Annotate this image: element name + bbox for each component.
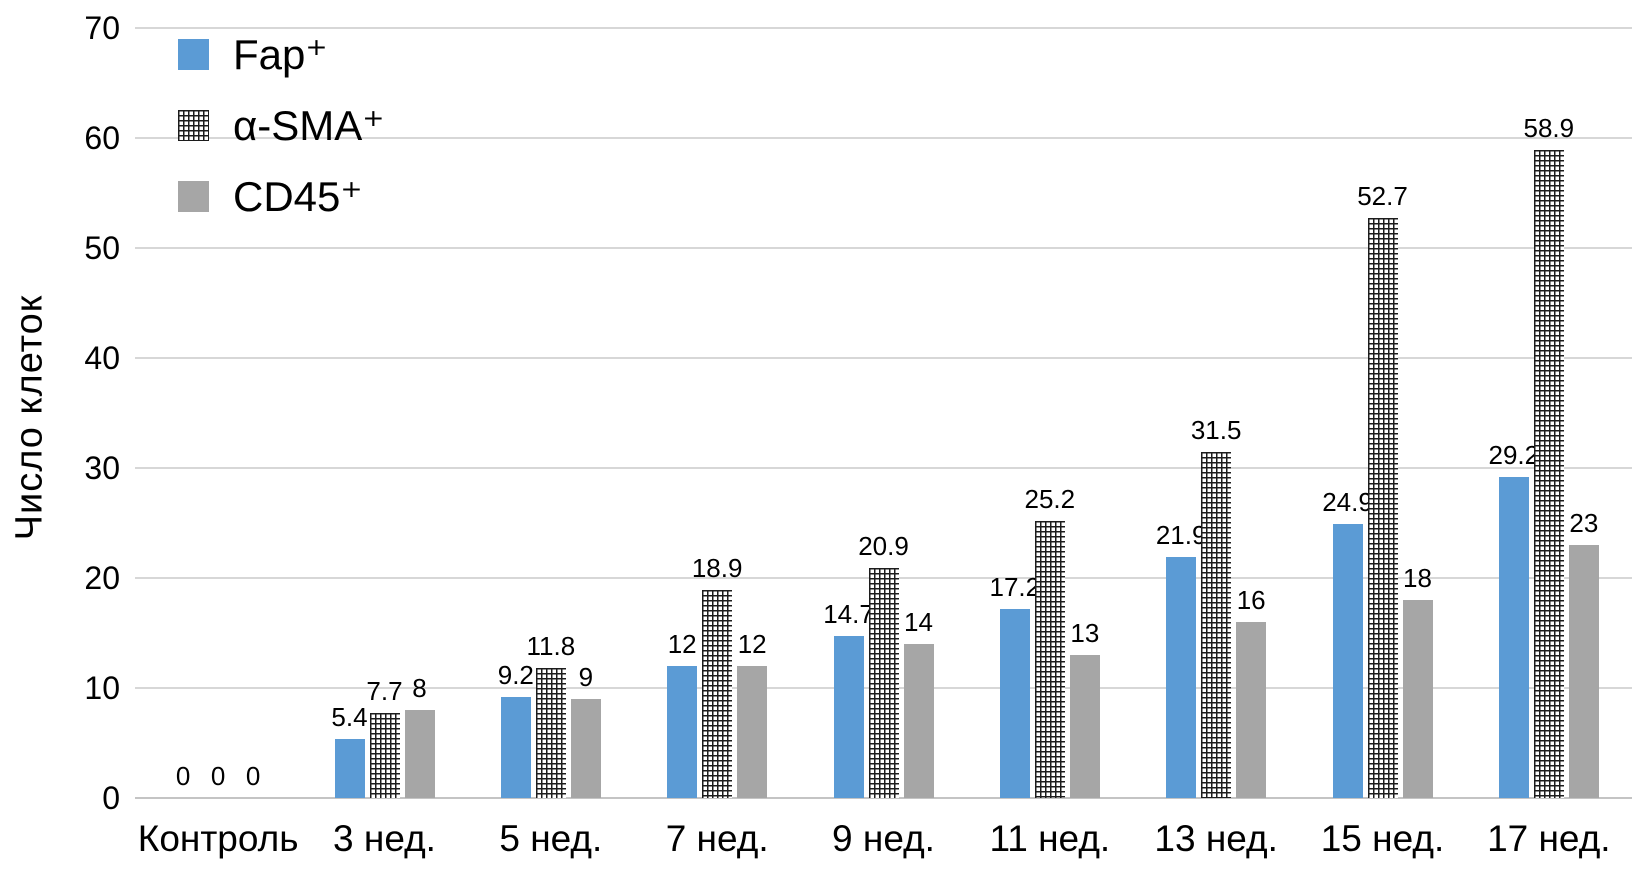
bar xyxy=(369,713,400,798)
bar-value-label: 0 xyxy=(245,761,261,791)
bar xyxy=(1402,600,1433,798)
bar-value-label: 7.7 xyxy=(366,676,403,707)
bar xyxy=(334,738,365,798)
legend-swatch-cd45-icon xyxy=(178,180,209,212)
gridline xyxy=(135,27,1632,29)
bar-value-label: 52.7 xyxy=(1357,181,1408,212)
bar xyxy=(1533,150,1564,798)
bar xyxy=(1236,622,1267,798)
bar-value-label: 14 xyxy=(904,607,933,637)
bar-value-label: 21.9 xyxy=(1155,520,1207,551)
bar-value-label: 18 xyxy=(1403,563,1432,593)
legend-label-fap: Fap⁺ xyxy=(233,30,328,78)
bar-value-label: 25.2 xyxy=(1024,483,1076,514)
x-category-label: 13 нед. xyxy=(1154,818,1278,859)
y-tick-label: 50 xyxy=(84,230,120,266)
bar xyxy=(667,666,698,798)
legend-item-asma: α-SMA⁺ xyxy=(178,102,384,149)
x-category-label: 9 нед. xyxy=(832,818,935,859)
x-category-label: 15 нед. xyxy=(1320,818,1445,859)
bar xyxy=(903,644,934,798)
x-category-label: 11 нед. xyxy=(989,818,1111,859)
bar xyxy=(702,590,733,798)
bar-value-label: 58.9 xyxy=(1523,113,1575,144)
x-category-label: 5 нед. xyxy=(499,818,603,859)
bar-value-label: 9.2 xyxy=(497,659,534,690)
y-tick-label: 60 xyxy=(84,120,120,156)
legend-item-fap: Fap⁺ xyxy=(178,31,384,78)
gridline xyxy=(135,467,1632,469)
bar xyxy=(1568,545,1599,798)
legend-label-asma: α-SMA⁺ xyxy=(233,101,385,149)
bar xyxy=(1498,476,1529,798)
bar-value-label: 17.2 xyxy=(989,571,1041,602)
x-category-label: 17 нед. xyxy=(1487,818,1611,859)
bar-value-label: 29.2 xyxy=(1488,439,1540,470)
bar-value-label: 0 xyxy=(210,761,226,791)
bar xyxy=(1332,524,1363,798)
bar xyxy=(500,696,531,798)
bar-value-label: 12 xyxy=(667,629,697,659)
bar-value-label: 13 xyxy=(1070,618,1100,648)
bar-value-label: 14.7 xyxy=(823,599,874,630)
bar-value-label: 0 xyxy=(175,761,191,791)
x-category-label: 7 нед. xyxy=(665,818,769,859)
bar-value-label: 9 xyxy=(578,662,594,692)
bar-value-label: 24.9 xyxy=(1322,487,1373,518)
bar xyxy=(535,668,566,798)
bar xyxy=(1201,451,1232,798)
bar xyxy=(404,710,435,798)
y-tick-label: 0 xyxy=(102,780,120,816)
gridline xyxy=(135,247,1632,249)
bar-value-label: 23 xyxy=(1569,508,1599,538)
y-tick-label: 10 xyxy=(84,670,120,706)
y-tick-label: 40 xyxy=(84,340,120,376)
bar xyxy=(1069,655,1100,798)
bar xyxy=(999,608,1030,798)
bar xyxy=(570,699,601,798)
y-axis-title: Число клеток xyxy=(8,294,51,541)
bar-value-label: 11.8 xyxy=(526,631,576,662)
gridline xyxy=(135,137,1632,139)
bar-value-label: 20.9 xyxy=(858,531,909,562)
x-category-label: Контроль xyxy=(137,818,299,859)
legend-label-cd45: CD45⁺ xyxy=(233,172,363,220)
gridline xyxy=(135,797,1632,799)
bar xyxy=(833,636,864,798)
legend: Fap⁺ α-SMA⁺ CD45⁺ xyxy=(178,31,384,249)
bar-value-label: 12 xyxy=(737,629,767,659)
y-tick-label: 70 xyxy=(84,10,120,46)
gridline xyxy=(135,357,1632,359)
bar-value-label: 18.9 xyxy=(691,553,743,584)
x-category-label: 3 нед. xyxy=(333,818,436,859)
bar xyxy=(1367,218,1398,798)
legend-swatch-asma-icon xyxy=(178,109,209,141)
bar-value-label: 5.4 xyxy=(331,701,368,732)
bar xyxy=(868,568,899,798)
bar xyxy=(737,666,768,798)
bar-value-label: 16 xyxy=(1236,585,1266,615)
bar xyxy=(1166,557,1197,798)
legend-swatch-fap-icon xyxy=(178,38,209,70)
legend-item-cd45: CD45⁺ xyxy=(178,173,384,220)
y-tick-label: 20 xyxy=(84,560,120,596)
bar-value-label: 8 xyxy=(412,673,427,703)
bar xyxy=(1034,520,1065,798)
bar-value-label: 31.5 xyxy=(1190,414,1242,445)
y-tick-label: 30 xyxy=(84,450,120,486)
